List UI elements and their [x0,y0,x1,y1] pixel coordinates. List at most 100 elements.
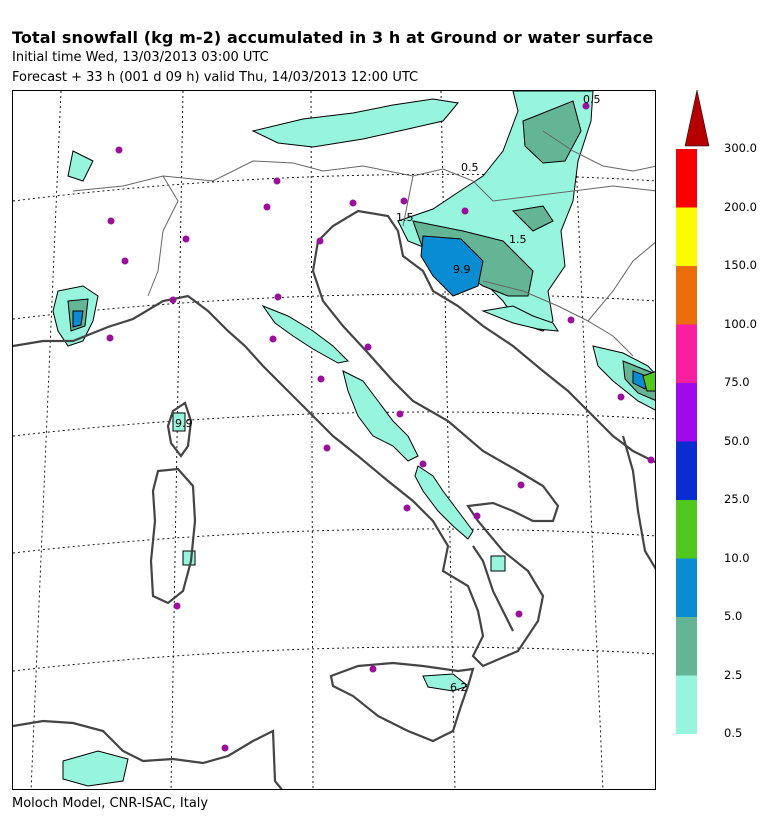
legend-label: 10.0 [724,550,750,565]
snowfall-moderate [67,100,655,401]
corsica-coastline [166,401,193,458]
legend-swatch [676,558,697,617]
parallel [13,293,655,320]
city-marker [173,602,181,610]
city-marker [473,512,481,520]
legend-label: 100.0 [724,316,757,331]
snow-area-western-alps-heavy [72,310,84,328]
balkan-coastline [621,435,655,570]
snow-area-sardinia [182,550,196,566]
city-marker [364,343,372,351]
legend-label: 150.0 [724,258,757,272]
snow-area-albania-very-heavy [642,371,655,392]
contour-label: 1.5 [509,233,527,246]
legend-swatch [676,500,697,559]
map-title: Total snowfall (kg m-2) accumulated in 3… [12,28,654,47]
snow-area-balkans-moderate [522,100,582,164]
city-marker [517,481,525,489]
legend-arrow-top [684,89,710,147]
legend-label: 200.0 [724,199,757,214]
parallel [13,646,655,672]
contour-label: 1.5 [396,211,414,224]
legend-swatch [676,383,697,442]
sardinia-coastline [149,467,197,605]
snow-area-apennine-north [261,304,350,364]
legend-swatch [676,266,697,325]
contour-label: 9.9 [453,263,471,276]
initial-time: Initial time Wed, 13/03/2013 03:00 UTC [12,50,269,65]
legend-label: 5.0 [724,609,743,623]
snow-area-tunisia [62,750,129,787]
city-marker [221,744,229,752]
contour-label: 9.9 [175,417,193,430]
parallel [13,411,655,437]
city-marker [121,257,129,265]
parallel [13,528,655,554]
meridian [572,91,604,789]
parallel [13,173,655,202]
city-marker [396,410,404,418]
legend-swatch [676,324,697,383]
italy-coastline [13,209,655,668]
contour-label: 0.5 [583,93,601,106]
snow-area-bosnia-moderate [511,205,554,232]
city-marker [419,460,427,468]
city-markers [106,102,655,752]
city-marker [647,456,655,464]
snow-area-alps-north [251,98,459,148]
border [587,242,655,322]
legend-label: 0.5 [724,726,743,740]
snow-area-apennine-south [414,465,474,540]
legend-boxes [676,149,697,734]
snow-area-calabria [490,555,506,572]
meridian [170,91,184,789]
map-canvas: 9.9 9.9 1.5 1.5 6.2 0.5 0.5 [13,91,655,789]
city-marker [263,203,271,211]
legend-label: 300.0 [724,141,757,155]
border [482,280,634,357]
sicily-coastline [329,661,475,743]
meridian [310,91,314,789]
snow-area-apennine-central [342,370,419,462]
border [402,175,414,227]
border [472,180,655,202]
africa-coastline [13,719,283,789]
city-marker [400,197,408,205]
contour-label: 0.5 [461,161,479,174]
city-marker [403,504,411,512]
snowfall-very-heavy [642,371,655,392]
snow-area-dalmatia [481,305,559,332]
city-marker [323,444,331,452]
snowfall-light [52,91,655,787]
city-marker [317,375,325,383]
city-marker [461,207,469,215]
legend-swatch [676,207,697,266]
legend-label: 25.0 [724,492,750,506]
city-marker [567,316,575,324]
forecast-validity: Forecast + 33 h (001 d 09 h) valid Thu, … [12,70,419,85]
color-legend [676,89,710,734]
legend-swatch [676,441,697,500]
meridian [30,91,62,789]
snow-area-croatia-heavy [420,235,484,297]
legend-swatch [676,675,697,734]
border [542,130,655,172]
city-marker [274,293,282,301]
city-marker [582,102,590,110]
border [147,175,179,297]
legend-label: 75.0 [724,375,750,389]
model-credit: Moloch Model, CNR-ISAC, Italy [12,796,209,811]
coastlines [13,209,655,789]
snowfall-map: 9.9 9.9 1.5 1.5 6.2 0.5 0.5 [12,90,656,790]
legend-label: 2.5 [724,667,743,682]
contour-label: 6.2 [450,681,468,694]
legend-swatch [676,617,697,676]
snow-area-corsica [172,412,186,432]
city-marker [107,217,115,225]
city-marker [182,235,190,243]
city-marker [115,146,123,154]
sicily-north-patch [472,545,514,632]
contour-labels: 9.9 9.9 1.5 1.5 6.2 0.5 0.5 [175,93,601,694]
snow-area-alps-west-patches [67,150,94,182]
city-marker [617,393,625,401]
